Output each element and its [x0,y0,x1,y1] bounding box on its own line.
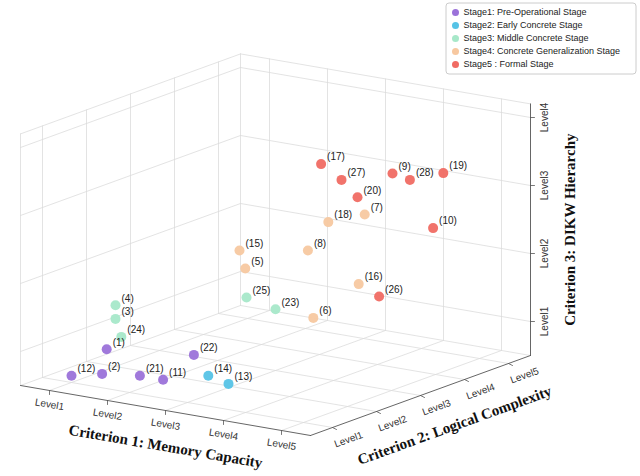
svg-text:Stage5 : Formal Stage: Stage5 : Formal Stage [464,59,554,69]
svg-text:(7): (7) [371,202,383,213]
svg-text:(20): (20) [364,185,382,196]
svg-text:Level1: Level1 [34,396,65,412]
svg-text:Level1: Level1 [539,306,550,336]
svg-text:(5): (5) [251,256,263,267]
svg-text:Level3: Level3 [421,397,453,418]
svg-text:(14): (14) [214,363,232,374]
svg-text:(18): (18) [334,209,352,220]
svg-text:(11): (11) [169,367,186,378]
svg-text:Stage3: Middle Concrete Stage: Stage3: Middle Concrete Stage [464,33,589,43]
svg-text:Stage2: Early Concrete Stage: Stage2: Early Concrete Stage [464,20,583,30]
svg-text:Level1: Level1 [333,429,365,450]
svg-text:Level4: Level4 [208,426,239,442]
svg-text:(3): (3) [122,306,134,317]
svg-text:(25): (25) [253,285,271,296]
svg-text:Criterion 1: Memory Capacity: Criterion 1: Memory Capacity [68,422,265,471]
svg-text:Level5: Level5 [266,436,297,452]
svg-text:(8): (8) [314,238,326,249]
svg-text:(6): (6) [319,305,331,316]
svg-text:Criterion 3: DIKW Hierarchy: Criterion 3: DIKW Hierarchy [562,133,578,326]
svg-text:(15): (15) [246,238,264,249]
svg-text:(24): (24) [127,324,145,335]
svg-text:Level2: Level2 [539,238,550,268]
svg-text:Stage1: Pre-Operational Stage: Stage1: Pre-Operational Stage [464,7,587,17]
svg-text:Stage4: Concrete Generalizatio: Stage4: Concrete Generalization Stage [464,46,621,56]
svg-text:(17): (17) [327,151,345,162]
svg-text:(2): (2) [108,361,120,372]
svg-text:(23): (23) [282,297,300,308]
svg-text:(9): (9) [399,161,411,172]
svg-text:(13): (13) [235,371,253,382]
svg-text:(22): (22) [200,342,218,353]
svg-text:(10): (10) [439,215,457,226]
svg-text:(28): (28) [416,167,434,178]
svg-text:Level4: Level4 [539,102,550,132]
svg-text:(21): (21) [146,363,164,374]
svg-text:(1): (1) [113,337,125,348]
svg-text:(26): (26) [385,284,403,295]
svg-text:Level2: Level2 [92,406,123,422]
svg-text:Level3: Level3 [539,170,550,200]
svg-text:(4): (4) [122,293,134,304]
svg-text:(19): (19) [449,160,467,171]
svg-text:Level3: Level3 [150,416,181,432]
svg-text:(12): (12) [78,363,96,374]
svg-text:(16): (16) [365,271,383,282]
svg-text:Level2: Level2 [377,413,409,434]
svg-text:(27): (27) [348,167,366,178]
svg-text:Level5: Level5 [509,365,541,386]
svg-text:Level4: Level4 [465,381,497,402]
svg-text:Criterion 2: Logical Complexit: Criterion 2: Logical Complexity [355,383,554,468]
